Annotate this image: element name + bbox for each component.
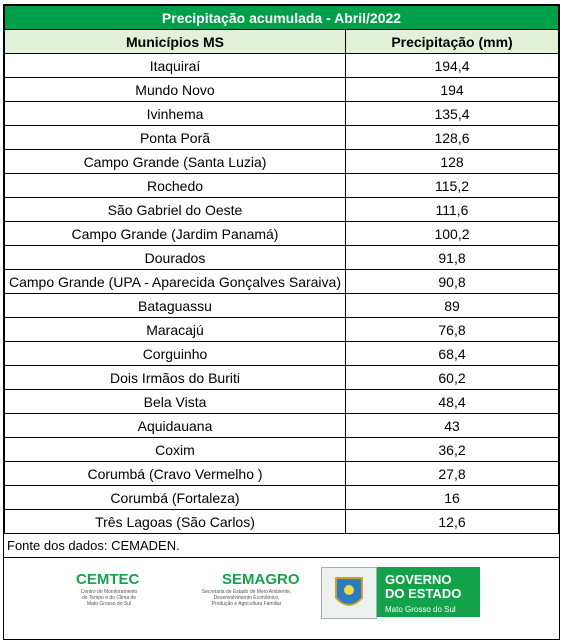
cemtec-caption: Centro de Monitoramento do Tempo e do Cl… xyxy=(74,589,144,607)
table-row: Bataguassu 89 xyxy=(4,293,559,318)
precipitation: 100,2 xyxy=(345,221,559,246)
table-row: Corumbá (Fortaleza) 16 xyxy=(4,485,559,510)
governo-line: GOVERNO xyxy=(385,572,452,587)
caption-line: Centro de Monitoramento xyxy=(80,589,138,595)
table-row: Maracajú 76,8 xyxy=(4,317,559,342)
precipitation: 194 xyxy=(345,77,559,102)
caption-line: do Tempo e do Clima de xyxy=(81,595,137,601)
municipality: Três Lagoas (São Carlos) xyxy=(4,509,346,534)
semagro-logo: SEMAGRO xyxy=(222,571,300,588)
table-title: Precipitação acumulada - Abril/2022 xyxy=(4,5,559,30)
precipitation: 12,6 xyxy=(345,509,559,534)
municipality: Coxim xyxy=(4,437,346,462)
report: Precipitação acumulada - Abril/2022 Muni… xyxy=(3,4,560,640)
municipality: Mundo Novo xyxy=(4,77,346,102)
municipality: Dourados xyxy=(4,245,346,270)
municipality: Aquidauana xyxy=(4,413,346,438)
caption-line: Secretaria de Estado de Meio Ambiente, xyxy=(201,589,292,595)
municipality: Ponta Porã xyxy=(4,125,346,150)
municipality: Maracajú xyxy=(4,317,346,342)
table-row: Campo Grande (Jardim Panamá) 100,2 xyxy=(4,221,559,246)
table-row: São Gabriel do Oeste 111,6 xyxy=(4,197,559,222)
caption-line: Mato Grosso do Sul xyxy=(86,601,132,607)
precipitation: 60,2 xyxy=(345,365,559,390)
precipitation: 27,8 xyxy=(345,461,559,486)
precipitation: 90,8 xyxy=(345,269,559,294)
cemtec-logo: CEMTEC xyxy=(76,571,140,588)
table-row: Mundo Novo 194 xyxy=(4,77,559,102)
precipitation: 111,6 xyxy=(345,197,559,222)
table-row: Ivinhema 135,4 xyxy=(4,101,559,126)
municipality: São Gabriel do Oeste xyxy=(4,197,346,222)
column-header: Precipitação (mm) xyxy=(345,29,559,54)
table-row: Dois Irmãos do Buriti 60,2 xyxy=(4,365,559,390)
precipitation: 115,2 xyxy=(345,173,559,198)
precipitation: 128 xyxy=(345,149,559,174)
municipality: Corguinho xyxy=(4,341,346,366)
table-row: Corumbá (Cravo Vermelho ) 27,8 xyxy=(4,461,559,486)
caption-line: Produção e Agricultura Familiar xyxy=(211,601,282,607)
precipitation: 135,4 xyxy=(345,101,559,126)
table-row: Campo Grande (Santa Luzia) 128 xyxy=(4,149,559,174)
table-row: Dourados 91,8 xyxy=(4,245,559,270)
governo-logo: GOVERNO DO ESTADO Mato Grosso do Sul xyxy=(377,567,480,617)
precipitation: 16 xyxy=(345,485,559,510)
table-row: Corguinho 68,4 xyxy=(4,341,559,366)
municipality: Campo Grande (Santa Luzia) xyxy=(4,149,346,174)
municipality: Corumbá (Cravo Vermelho ) xyxy=(4,461,346,486)
municipality: Rochedo xyxy=(4,173,346,198)
municipality: Corumbá (Fortaleza) xyxy=(4,485,346,510)
crest-icon xyxy=(335,577,363,606)
precipitation: 91,8 xyxy=(345,245,559,270)
table-row: Três Lagoas (São Carlos) 12,6 xyxy=(4,509,559,534)
table-row: Ponta Porã 128,6 xyxy=(4,125,559,150)
governo-state: Mato Grosso do Sul xyxy=(385,605,456,614)
municipality: Bataguassu xyxy=(4,293,346,318)
caption-line: Desenvolvimento Econômico, xyxy=(213,595,280,601)
table-row: Itaquiraí 194,4 xyxy=(4,53,559,78)
precipitation: 36,2 xyxy=(345,437,559,462)
table-row: Rochedo 115,2 xyxy=(4,173,559,198)
table-row: Bela Vista 48,4 xyxy=(4,389,559,414)
precipitation: 76,8 xyxy=(345,317,559,342)
precipitation: 128,6 xyxy=(345,125,559,150)
table-row: Coxim 36,2 xyxy=(4,437,559,462)
municipality: Campo Grande (UPA - Aparecida Gonçalves … xyxy=(4,269,346,294)
semagro-caption: Secretaria de Estado de Meio Ambiente, D… xyxy=(189,589,304,607)
municipality: Bela Vista xyxy=(4,389,346,414)
municipality: Campo Grande (Jardim Panamá) xyxy=(4,221,346,246)
municipality: Dois Irmãos do Buriti xyxy=(4,365,346,390)
precipitation: 43 xyxy=(345,413,559,438)
municipality: Ivinhema xyxy=(4,101,346,126)
table-row: Campo Grande (UPA - Aparecida Gonçalves … xyxy=(4,269,559,294)
precipitation: 68,4 xyxy=(345,341,559,366)
precipitation: 194,4 xyxy=(345,53,559,78)
table-row: Aquidauana 43 xyxy=(4,413,559,438)
precipitation: 89 xyxy=(345,293,559,318)
municipality: Itaquiraí xyxy=(4,53,346,78)
column-header: Municípios MS xyxy=(4,29,346,54)
state-crest xyxy=(321,567,377,619)
table: Precipitação acumulada - Abril/2022 Muni… xyxy=(4,5,559,534)
logos: CEMTEC Centro de Monitoramento do Tempo … xyxy=(4,558,559,642)
precipitation: 48,4 xyxy=(345,389,559,414)
governo-line: DO ESTADO xyxy=(385,586,462,601)
source-note: Fonte dos dados: CEMADEN. xyxy=(4,534,559,558)
